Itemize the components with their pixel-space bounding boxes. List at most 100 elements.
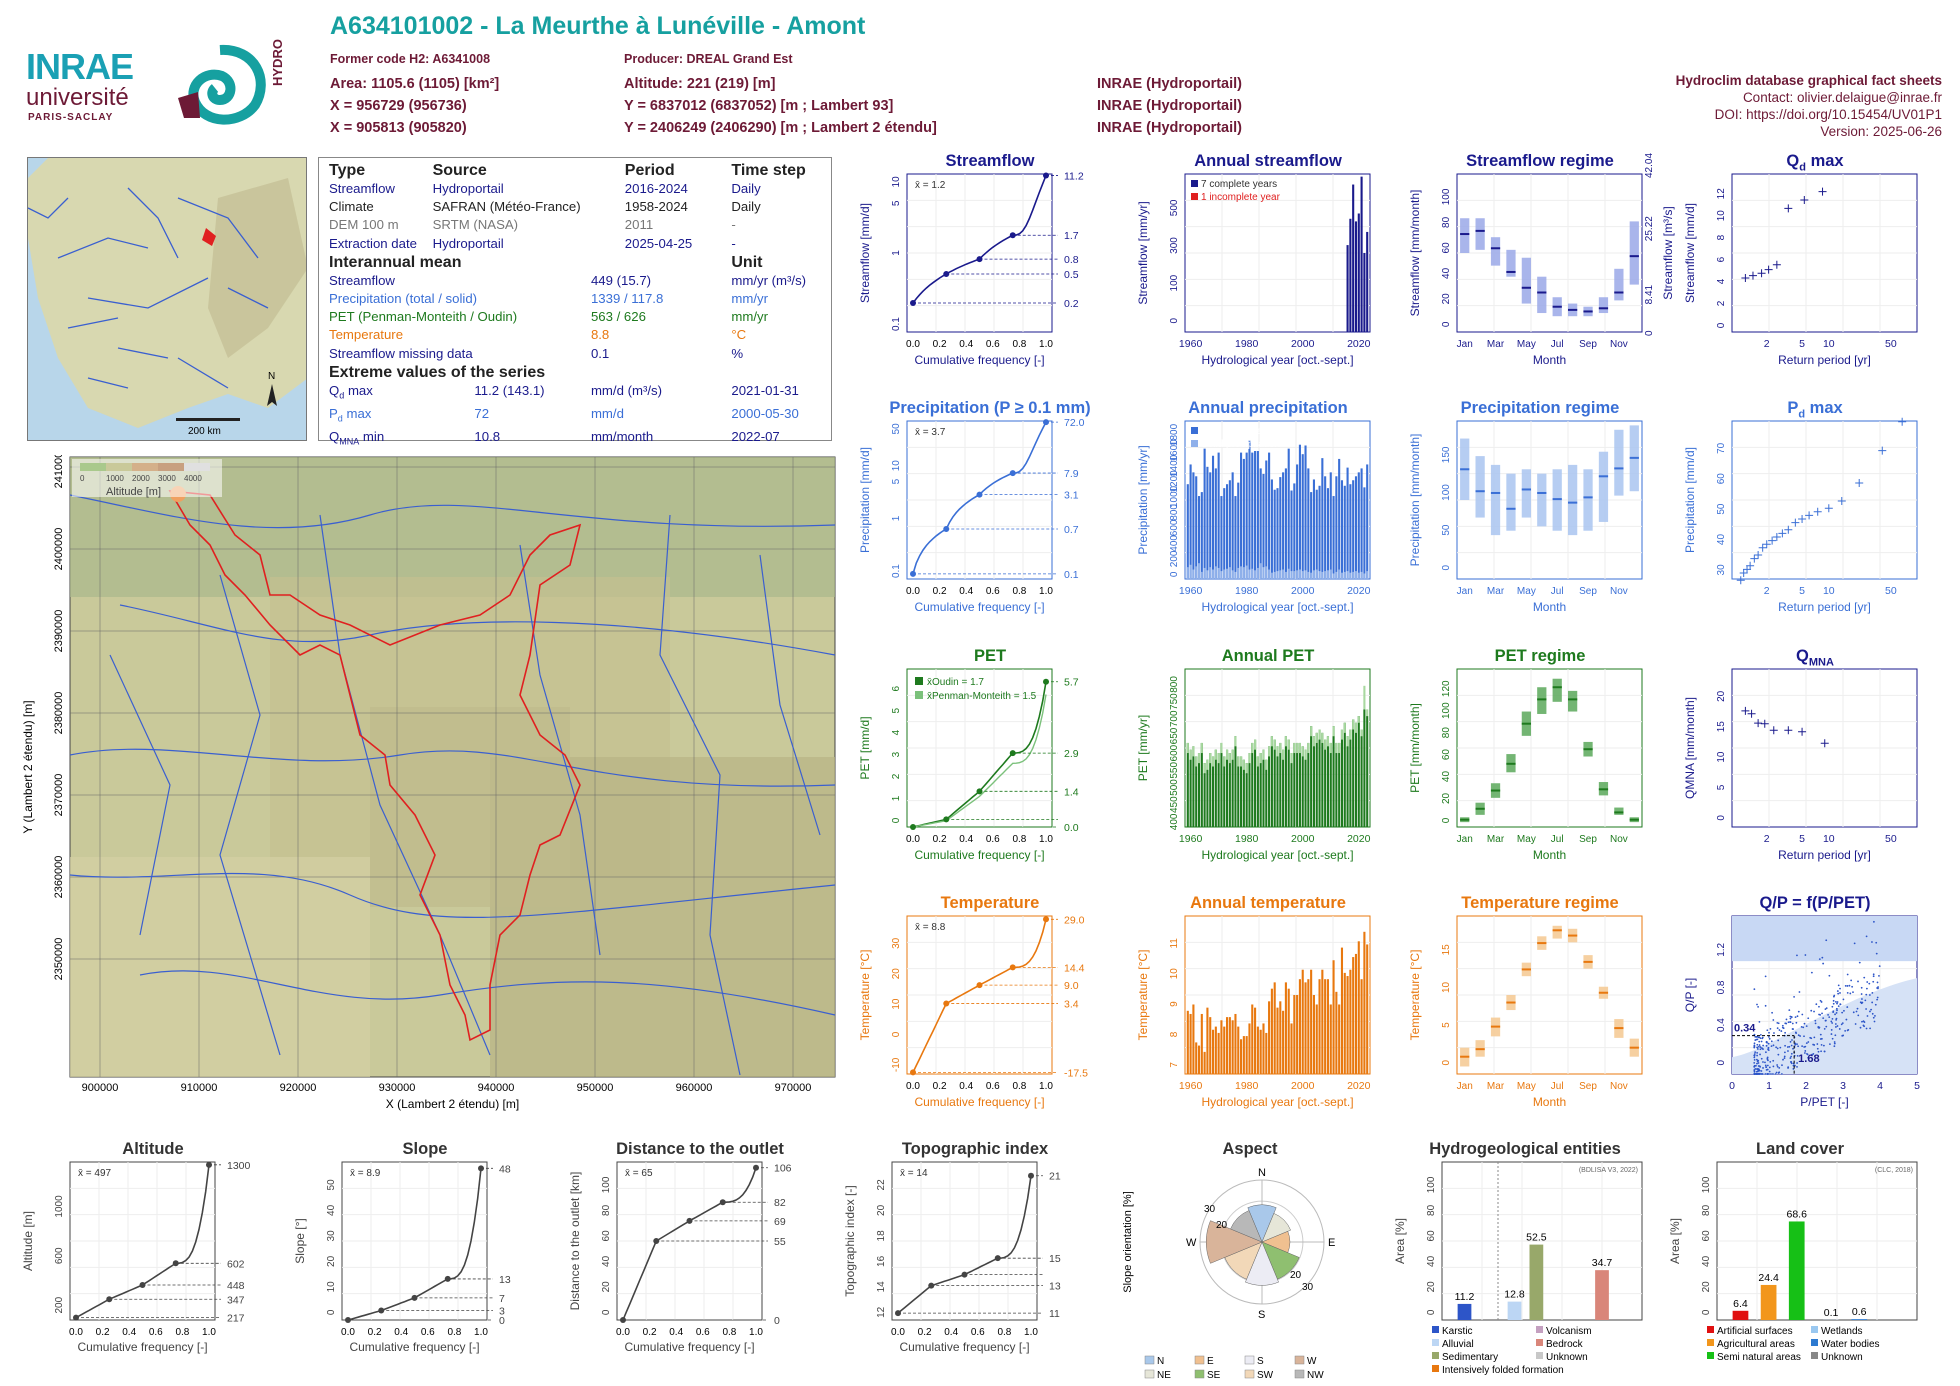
qp-point [1869, 1027, 1871, 1030]
annual-bar [1282, 1010, 1285, 1074]
y-tick: 60 [1716, 473, 1727, 485]
x-tick: Jan [1457, 834, 1473, 845]
x-tick: Jul [1551, 1081, 1564, 1092]
river [119, 604, 836, 656]
qp-point [1861, 1020, 1863, 1023]
qp-point [1838, 1028, 1841, 1030]
legend-label: Water bodies [1821, 1339, 1880, 1350]
x-axis-label: Month [1533, 1095, 1566, 1109]
y-tick: 14 [876, 1281, 887, 1293]
return-period-point [1772, 260, 1781, 269]
annual-bar [1268, 1001, 1271, 1074]
return-period-point [1784, 726, 1793, 735]
y-tick: 20 [1701, 1281, 1712, 1293]
x-tick: 0.8 [1012, 834, 1026, 845]
qp-point [1768, 1037, 1771, 1040]
return-period-point [1750, 554, 1759, 563]
info-period: 2016-2024 [624, 181, 688, 196]
annual-bar [1262, 473, 1265, 579]
x-tick: 0.2 [933, 834, 947, 845]
y-tick: 20 [1441, 792, 1452, 804]
return-period-point [1739, 569, 1748, 577]
qp-point [1804, 954, 1807, 956]
qp-point [1852, 1011, 1855, 1014]
qp-point [1872, 975, 1875, 978]
qp-point [1768, 1070, 1771, 1073]
chart-title: PET [973, 647, 1007, 665]
regime-box [1568, 464, 1578, 536]
solid-bar [1228, 567, 1231, 579]
qp-point [1756, 1043, 1759, 1046]
pm-bar [1315, 732, 1318, 743]
annual-bar [1262, 749, 1265, 827]
qp-point [1839, 987, 1841, 990]
regime-box [1475, 218, 1485, 250]
chart-svg: Cumulative frequency [-] Distance to the … [568, 1161, 792, 1354]
qp-point [1759, 1046, 1762, 1048]
solid-bar [1248, 569, 1251, 579]
aspect-legend-label: NW [1307, 1370, 1324, 1380]
pm-bar [1290, 753, 1293, 764]
mean-label: x̄ = 8.9 [350, 1168, 381, 1179]
y-tick: 600 [54, 1247, 65, 1264]
y-tick: 80 [1701, 1204, 1712, 1216]
y-tick: 100 [1701, 1176, 1712, 1193]
legend-swatch [915, 677, 923, 685]
annual-bar [1251, 742, 1254, 827]
pm-bar [1312, 736, 1315, 747]
aspect-legend-swatch [1194, 1355, 1205, 1365]
x-tick: Jul [1551, 339, 1564, 350]
x-tick: 1980 [1235, 338, 1259, 350]
y-tick: 120 [1441, 680, 1452, 697]
annual-bar [1340, 729, 1344, 827]
qp-point [1818, 958, 1821, 961]
qp-point [1835, 1026, 1837, 1028]
qp-point [1871, 941, 1873, 943]
x-tick: 1980 [1235, 585, 1259, 597]
qp-point [1862, 1024, 1865, 1027]
x-tick: 1960 [1179, 585, 1203, 597]
x-tick: 1.0 [1039, 586, 1053, 597]
y-tick: 8 [1169, 1031, 1180, 1037]
y-tick: 18 [876, 1230, 887, 1242]
x-tick: 50 [1885, 833, 1897, 845]
x-axis-label: Month [1533, 600, 1566, 614]
y-tick: 10 [1441, 981, 1452, 993]
qp-point [1876, 981, 1879, 984]
qp-point [1773, 1032, 1775, 1034]
qp-point [1799, 1035, 1802, 1037]
aspect-legend-swatch [1244, 1369, 1255, 1379]
category-bar [1595, 1270, 1609, 1320]
aspect-ring-label: 20 [1216, 1220, 1228, 1231]
bar-label: 0.6 [1852, 1306, 1867, 1318]
qp-point [1753, 1054, 1756, 1057]
chart-precipcdf: Precipitation (P ≥ 0.1 mm) Cumulative fre… [855, 397, 1125, 639]
mean-label: x̄ = 3.7 [915, 427, 946, 438]
annual-bar [1254, 451, 1257, 579]
annual-bar [1293, 742, 1296, 827]
ext-value: 72 [474, 405, 490, 421]
pm-bar [1248, 753, 1251, 764]
ext-row: QMNA min 10.8 mm/month 2022-07 [329, 428, 821, 451]
annual-bar [1290, 490, 1293, 579]
catchment-map-svg: 0 1000 2000 3000 4000 Altitude [m] 900000 91000… [21, 446, 836, 1111]
right-quantile-label: 0.8 [1064, 254, 1079, 266]
pm-bar [1251, 742, 1254, 754]
return-period-point [1741, 274, 1750, 282]
qp-point [1788, 1009, 1791, 1012]
y-tick: 15 [1441, 944, 1452, 956]
info-type: Climate [329, 199, 374, 215]
x-tick: 900000 [82, 1082, 119, 1094]
annual-bar [1298, 742, 1301, 827]
qp-point [1753, 1073, 1756, 1075]
hydro-text: HYDRO [270, 39, 285, 86]
annual-bar [1360, 729, 1363, 827]
mean-label: x̄ = 1.2 [915, 180, 946, 191]
y-tick: 0.1 [891, 317, 902, 331]
y-tick: 2380000 [53, 692, 65, 735]
annual-bar [1254, 739, 1257, 827]
annual-bar [1346, 467, 1349, 579]
legend-swatch [1191, 180, 1198, 187]
qp-point [1865, 1027, 1868, 1030]
